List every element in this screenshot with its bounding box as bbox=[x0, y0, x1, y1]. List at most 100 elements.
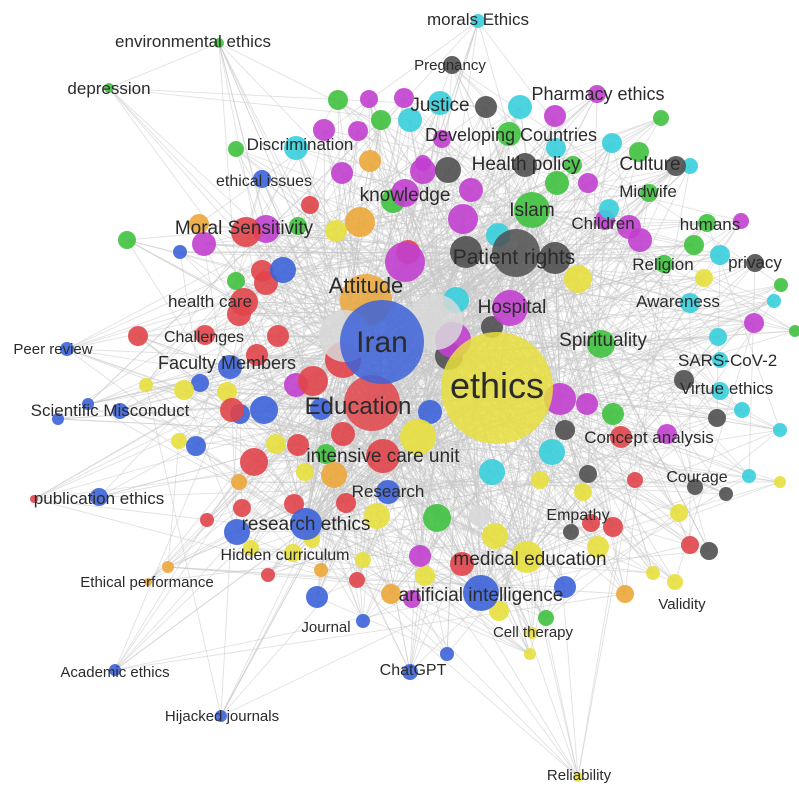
network-edge bbox=[145, 384, 531, 655]
label-empathy: Empathy bbox=[546, 507, 609, 524]
network-node bbox=[450, 552, 474, 576]
network-node bbox=[544, 105, 566, 127]
node-scientific-misconduct bbox=[112, 403, 128, 419]
network-edge bbox=[465, 251, 781, 431]
label-humans: humans bbox=[680, 215, 740, 234]
node-research-ethics bbox=[290, 508, 322, 540]
label-hijacked-journals: Hijacked journals bbox=[165, 708, 279, 725]
label-children: Children bbox=[571, 214, 634, 233]
network-node bbox=[261, 568, 275, 582]
network-node bbox=[313, 119, 335, 141]
network-edge bbox=[33, 498, 413, 600]
label-developing-countries: Developing Countries bbox=[425, 125, 597, 145]
network-node bbox=[681, 536, 699, 554]
network-edge bbox=[265, 208, 610, 230]
node-religion bbox=[655, 255, 673, 273]
node-depression bbox=[104, 83, 114, 93]
network-edge bbox=[371, 284, 782, 404]
network-edge bbox=[531, 209, 775, 302]
network-node bbox=[587, 536, 609, 558]
network-edge bbox=[554, 257, 626, 595]
network-edge bbox=[263, 409, 572, 533]
network-edge bbox=[183, 389, 238, 533]
network-edge bbox=[559, 398, 636, 481]
label-faculty-members: Faculty Members bbox=[158, 353, 296, 373]
node-environmental-ethics bbox=[214, 38, 224, 48]
network-node bbox=[306, 586, 328, 608]
network-edge bbox=[206, 335, 346, 521]
node-medical-education bbox=[511, 541, 543, 573]
network-node bbox=[381, 584, 401, 604]
network-edge bbox=[66, 151, 640, 350]
network-edge bbox=[628, 220, 742, 228]
nodes-layer bbox=[30, 14, 799, 782]
network-edge bbox=[183, 389, 364, 561]
network-node bbox=[744, 313, 764, 333]
network-edge bbox=[559, 398, 654, 574]
network-node bbox=[564, 265, 592, 293]
label-intensive-care-unit: intensive care unit bbox=[306, 446, 460, 467]
network-edge bbox=[515, 252, 589, 475]
label-academic-ethics: Academic ethics bbox=[60, 664, 169, 681]
network-node bbox=[328, 90, 348, 110]
network-node bbox=[719, 487, 733, 501]
label-patient-rights: Patient rights bbox=[453, 246, 576, 269]
network-edge bbox=[114, 593, 626, 671]
network-edge bbox=[87, 97, 405, 405]
network-node bbox=[301, 196, 319, 214]
network-node bbox=[400, 419, 436, 455]
label-validity: Validity bbox=[658, 596, 706, 613]
network-node bbox=[524, 648, 536, 660]
network-node bbox=[355, 552, 371, 568]
network-edge bbox=[554, 257, 750, 477]
network-node bbox=[489, 601, 509, 621]
node-morals-ethics bbox=[471, 14, 485, 28]
network-edge bbox=[323, 129, 367, 301]
network-edge bbox=[356, 339, 454, 581]
network-node bbox=[531, 471, 549, 489]
network-edge bbox=[87, 403, 307, 525]
node-hidden-curriculum bbox=[284, 544, 302, 562]
network-node bbox=[254, 271, 278, 295]
network-node bbox=[267, 325, 289, 347]
node-justice bbox=[428, 91, 452, 115]
node-chatgpt bbox=[402, 664, 418, 680]
network-edge bbox=[480, 481, 781, 594]
network-node bbox=[576, 393, 598, 415]
label-awareness: Awareness bbox=[636, 292, 720, 311]
network-edge bbox=[145, 384, 294, 554]
label-journal: Journal bbox=[301, 619, 350, 636]
label-morals-ethics: morals Ethics bbox=[427, 10, 529, 29]
network-edge bbox=[256, 354, 364, 622]
network-edge bbox=[114, 269, 284, 671]
label-chatgpt: ChatGPT bbox=[380, 662, 447, 679]
network-node bbox=[539, 439, 565, 465]
label-challenges: Challenges bbox=[164, 329, 244, 346]
network-node bbox=[200, 513, 214, 527]
node-research bbox=[376, 480, 400, 504]
node-ethics bbox=[441, 332, 553, 444]
network-edge bbox=[305, 408, 322, 525]
network-edge bbox=[559, 220, 742, 400]
node-health-care bbox=[230, 288, 258, 316]
network-node bbox=[450, 236, 482, 268]
node-reliability bbox=[573, 772, 583, 782]
network-node bbox=[174, 380, 194, 400]
network-edge bbox=[167, 566, 626, 595]
network-node bbox=[657, 424, 677, 444]
label-artificial-intelligence: artificial intelligence bbox=[399, 585, 564, 606]
network-node bbox=[325, 220, 347, 242]
label-virtue-ethics: Virtue ethics bbox=[680, 379, 773, 398]
node-validity bbox=[667, 574, 683, 590]
network-edge bbox=[66, 348, 307, 525]
network-node bbox=[708, 409, 726, 427]
network-edge bbox=[218, 42, 493, 328]
network-node bbox=[539, 242, 571, 274]
network-node bbox=[409, 545, 431, 567]
network-node bbox=[742, 469, 756, 483]
network-edge bbox=[447, 106, 521, 171]
network-edge bbox=[409, 119, 691, 304]
network-node bbox=[459, 178, 483, 202]
network-edge bbox=[382, 455, 579, 778]
